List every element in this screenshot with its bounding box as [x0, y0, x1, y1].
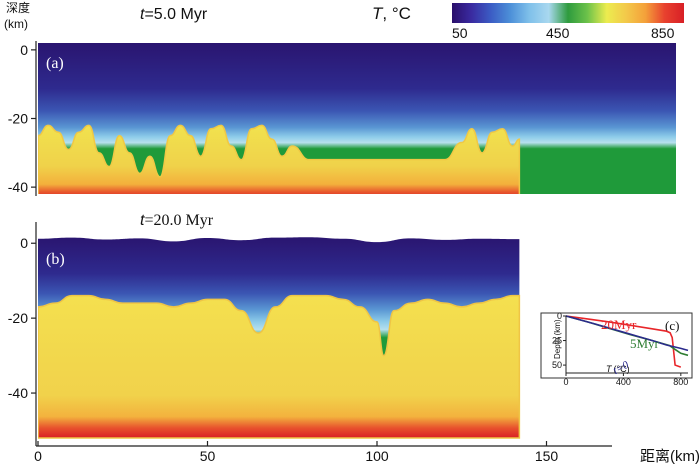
panel-b-hot-region	[38, 294, 521, 439]
panel-c-xtick-label: 400	[616, 377, 631, 387]
colorbar-tick-mid: 450	[546, 25, 570, 41]
colorbar-tick-high: 850	[651, 25, 675, 41]
panel-b-y-axis: 0 -20 -40	[8, 222, 37, 446]
panel-c-ytick-label: 0	[557, 311, 562, 321]
colorbar-label: T, °C	[372, 4, 411, 23]
panel-c-ylabel: Depth (km)	[553, 319, 562, 359]
x-axis-title: 距离(km)	[640, 448, 700, 465]
panel-c-label: (c)	[665, 318, 679, 333]
x-tick-label: 150	[535, 448, 559, 464]
panel-b-ytick-label: 0	[20, 235, 28, 251]
panel-b: t=20.0 Myr 0 -20 -40 (b)	[8, 212, 521, 446]
series-label-20myr: 20Myr	[601, 317, 637, 332]
distance-x-axis: 0 50 100 150	[34, 441, 612, 464]
panel-b-ytick-label: -40	[8, 385, 28, 401]
panel-c-xtick-label: 800	[673, 377, 688, 387]
colorbar: T, °C 50 450 850	[372, 3, 684, 41]
panel-a-ytick-label: -20	[8, 111, 28, 127]
panel-c-ytick-label: 25	[552, 336, 562, 346]
panel-b-label: (b)	[46, 251, 65, 268]
panel-c-ytick-label: 50	[552, 360, 562, 370]
panel-a-ytick-label: -40	[8, 179, 28, 195]
colorbar-bar	[452, 3, 684, 23]
panel-a-ylabel-1: 深度	[6, 0, 30, 15]
panel-b-time: t=20.0 Myr	[140, 212, 214, 229]
series-line-t0	[565, 315, 689, 352]
colorbar-tick-low: 50	[452, 25, 468, 41]
panel-a-time: t=5.0 Myr	[140, 6, 208, 23]
panel-a-hot-region	[38, 124, 521, 194]
panel-a-label: (a)	[46, 55, 64, 72]
panel-a-y-axis: 0 -20 -40	[8, 41, 37, 196]
panel-c-lines	[565, 315, 689, 368]
panel-a: 深度 (km) t=5.0 Myr 0 -20 -40 (a)	[4, 0, 676, 196]
series-label-5myr: 5Myr	[630, 336, 660, 351]
panel-a-ytick-label: 0	[20, 42, 28, 58]
panel-a-ylabel-2: (km)	[4, 17, 28, 31]
panel-b-ytick-label: -20	[8, 310, 28, 326]
panel-c-xlabel: T (°C)	[606, 364, 630, 374]
x-tick-label: 0	[34, 448, 42, 464]
x-tick-label: 100	[365, 448, 389, 464]
series-line-20myr	[565, 315, 682, 368]
x-tick-label: 50	[200, 448, 216, 464]
panel-c-xtick-label: 0	[563, 377, 568, 387]
